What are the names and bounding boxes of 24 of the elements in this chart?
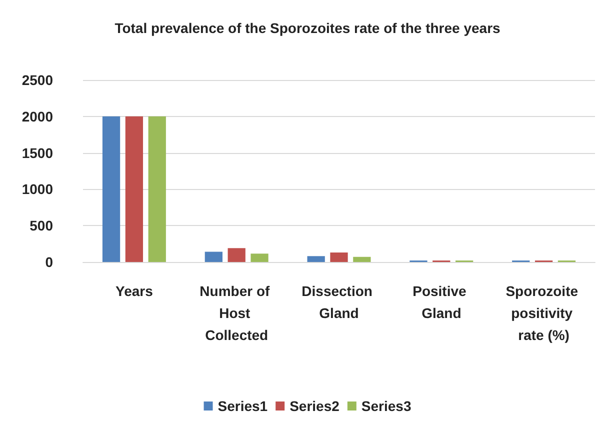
x-tick-label: Dissection Gland bbox=[302, 283, 376, 321]
x-tick-label: Years bbox=[116, 283, 154, 299]
y-tick-label: 500 bbox=[30, 218, 54, 234]
bar bbox=[353, 256, 371, 262]
bar bbox=[307, 256, 325, 262]
y-tick-label: 1000 bbox=[22, 181, 54, 198]
bar bbox=[204, 252, 222, 262]
x-tick-label: Sporozoite positivity rate (%) bbox=[506, 283, 582, 343]
bar bbox=[228, 248, 246, 262]
bar bbox=[330, 252, 348, 262]
y-tick-label: 2000 bbox=[22, 108, 54, 124]
y-tick-label: 2500 bbox=[22, 72, 54, 88]
x-tick-label: Number of Host Collected bbox=[200, 283, 274, 343]
bar bbox=[102, 116, 120, 262]
bar bbox=[148, 116, 166, 262]
bar bbox=[125, 116, 144, 262]
bar bbox=[250, 254, 268, 262]
chart-title: Total prevalence of the Sporozoites rate of the three years bbox=[114, 20, 501, 36]
x-tick-label: Positive Gland bbox=[412, 283, 470, 321]
y-tick-label: 0 bbox=[45, 254, 54, 270]
legend-label: Series3 bbox=[361, 398, 412, 414]
legend-label: Series1 bbox=[218, 398, 268, 414]
legend-label: Series2 bbox=[290, 398, 340, 414]
y-tick-label: 1500 bbox=[22, 144, 54, 161]
